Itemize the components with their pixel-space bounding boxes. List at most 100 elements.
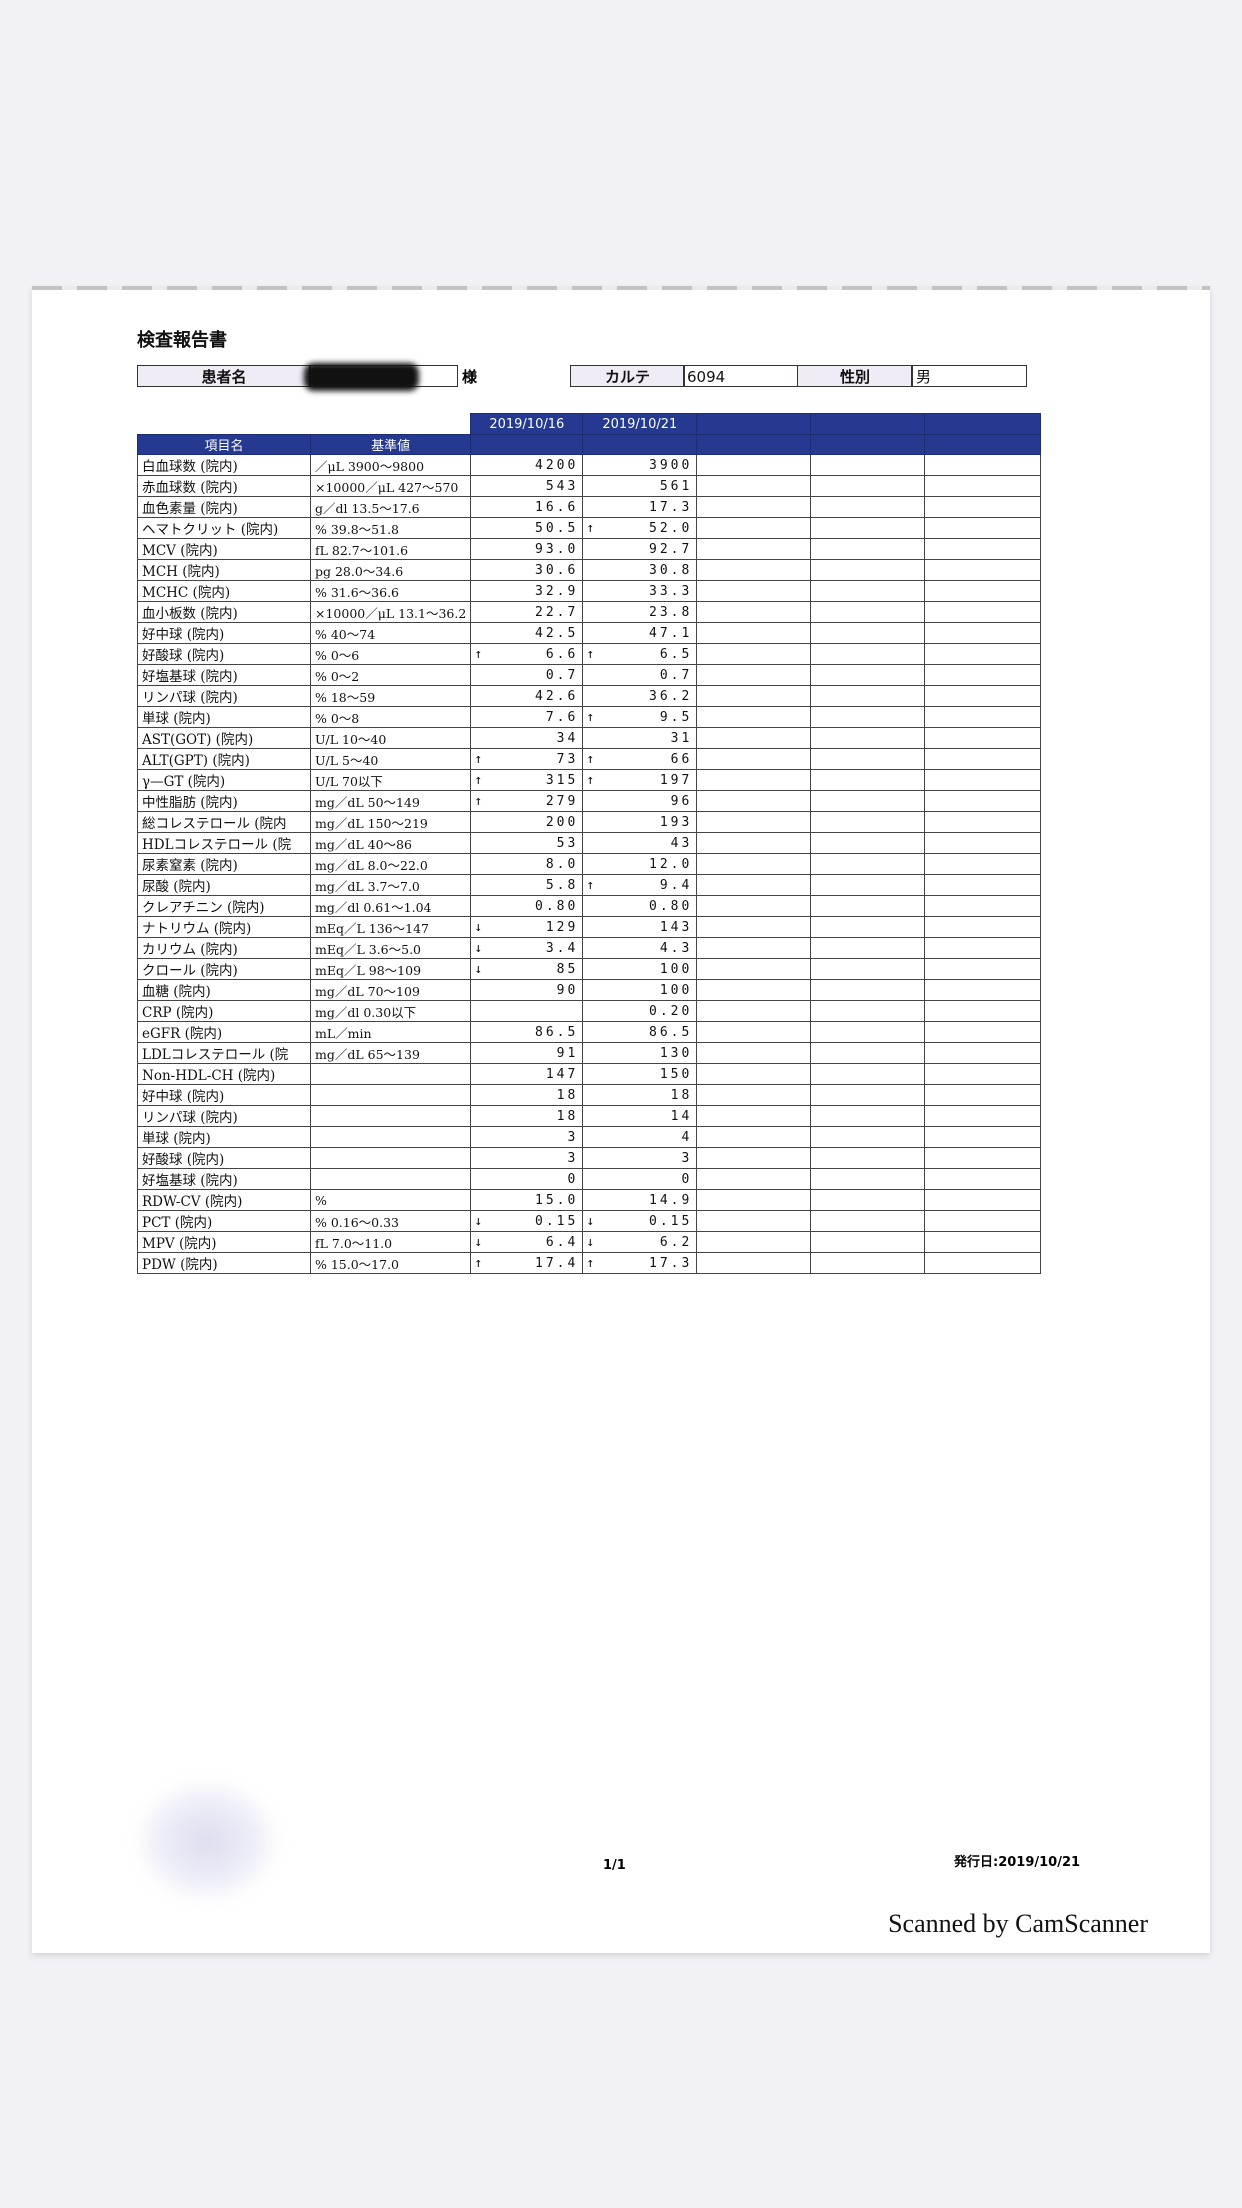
table-row: CRP (院内) mg／dl 0.30以下 0.20 (137, 1000, 1042, 1022)
value-text: 8.0 (545, 856, 579, 872)
item-name: Non-HDL-CH (院内) (137, 1063, 311, 1085)
abnormal-flag-icon: ↑ (474, 1255, 483, 1271)
value-text: 53 (556, 835, 579, 851)
table-row: 好酸球 (院内) 3 3 (137, 1147, 1042, 1169)
item-name: ALT(GPT) (院内) (137, 748, 311, 770)
abnormal-flag-icon: ↑ (586, 709, 595, 725)
result-value-1: ↑ 279 (470, 790, 584, 812)
abnormal-flag-icon: ↓ (474, 1213, 483, 1229)
item-name: 単球 (院内) (137, 1126, 311, 1148)
lab-results-table: 2019/10/16 2019/10/21 項目名 基準値 白血球数 (院内) ／… (137, 413, 1042, 1274)
result-value-2: 150 (582, 1063, 698, 1085)
table-row: 血色素量 (院内) g／dl 13.5～17.6 16.6 17.3 (137, 496, 1042, 518)
table-row: PDW (院内)% 15.0～17.0 ↑ 17.4 ↑ 17.3 (137, 1252, 1042, 1274)
value-text: 86.5 (649, 1024, 693, 1040)
result-value-1: ↓ 0.15 (470, 1210, 584, 1232)
value-text: 100 (659, 982, 693, 998)
page-number: 1/1 (603, 1858, 626, 1873)
result-value-2: 92.7 (582, 538, 698, 560)
table-row: eGFR (院内) mL／min 86.5 86.5 (137, 1021, 1042, 1043)
empty-cell (924, 601, 1042, 623)
empty-cell (696, 1105, 812, 1127)
value-text: 23.8 (649, 604, 693, 620)
honorific: 様 (462, 368, 478, 386)
scanned-page: 検査報告書 患者名 様 カルテ 6094 性別 男 2019/10/16 201… (32, 286, 1210, 1953)
empty-cell (810, 895, 926, 917)
date-header-1: 2019/10/16 (470, 413, 584, 435)
value-text: 90 (556, 982, 579, 998)
date-header-2: 2019/10/21 (582, 413, 698, 435)
result-value-2: 47.1 (582, 622, 698, 644)
empty-cell (810, 811, 926, 833)
result-value-1: ↓ 6.4 (470, 1231, 584, 1253)
value-text: 85 (556, 961, 579, 977)
empty-cell (696, 874, 812, 896)
value-text: 193 (659, 814, 693, 830)
result-value-2: 3 (582, 1147, 698, 1169)
empty-cell (696, 790, 812, 812)
empty-cell (924, 958, 1042, 980)
empty-cell (924, 496, 1042, 518)
empty-cell (696, 811, 812, 833)
abnormal-flag-icon: ↑ (474, 793, 483, 809)
empty-cell (810, 1021, 926, 1043)
abnormal-flag-icon: ↑ (586, 520, 595, 536)
result-value-2: ↓ 6.2 (582, 1231, 698, 1253)
item-name: リンパ球 (院内) (137, 1105, 311, 1127)
value-text: 15.0 (535, 1192, 579, 1208)
value-text: 143 (659, 919, 693, 935)
empty-cell (696, 706, 812, 728)
table-row: 単球 (院内) 3 4 (137, 1126, 1042, 1148)
reference-range: mg／dL 40～86 (309, 832, 472, 854)
value-text: 129 (545, 919, 579, 935)
empty-cell (696, 1147, 812, 1169)
abnormal-flag-icon: ↓ (586, 1234, 595, 1250)
value-text: 0.15 (535, 1213, 579, 1229)
value-text: 66 (670, 751, 693, 767)
result-value-2: ↓ 0.15 (582, 1210, 698, 1232)
empty-cell (810, 664, 926, 686)
empty-cell (924, 475, 1042, 497)
empty-cell (810, 706, 926, 728)
result-value-1: 0.80 (470, 895, 584, 917)
value-text: 30.8 (649, 562, 693, 578)
item-name: PDW (院内) (137, 1252, 311, 1274)
result-value-1: 90 (470, 979, 584, 1001)
value-text: 43 (670, 835, 693, 851)
value-text: 14 (670, 1108, 693, 1124)
empty-cell (924, 685, 1042, 707)
date-header-empty (696, 413, 812, 435)
empty-cell (696, 979, 812, 1001)
empty-cell (696, 1231, 812, 1253)
item-name: HDLコレステロール (院 (137, 832, 311, 854)
item-name: 好中球 (院内) (137, 622, 311, 644)
value-text: 3900 (649, 457, 693, 473)
value-text: 3.4 (545, 940, 579, 956)
empty-cell (810, 475, 926, 497)
value-text: 17.3 (649, 499, 693, 515)
result-value-1: 30.6 (470, 559, 584, 581)
reference-range: % 18～59 (309, 685, 472, 707)
result-value-2: 561 (582, 475, 698, 497)
value-text: 16.6 (535, 499, 579, 515)
empty-cell (810, 916, 926, 938)
item-name: MCH (院内) (137, 559, 311, 581)
empty-cell (696, 727, 812, 749)
empty-cell (924, 895, 1042, 917)
page-title: 検査報告書 (137, 330, 227, 351)
reference-range: mEq／L 136～147 (309, 916, 472, 938)
scan-smudge (142, 1786, 272, 1896)
issue-date: 発行日:2019/10/21 (954, 1855, 1081, 1870)
result-value-1: 42.6 (470, 685, 584, 707)
empty-cell (924, 454, 1042, 476)
empty-cell (810, 685, 926, 707)
reference-range: mg／dL 70～109 (309, 979, 472, 1001)
result-value-2: 14.9 (582, 1189, 698, 1211)
sex-label: 性別 (797, 365, 913, 387)
item-name: 好中球 (院内) (137, 1084, 311, 1106)
value-text: 32.9 (535, 583, 579, 599)
value-text: 31 (670, 730, 693, 746)
reference-range: ×10000／μL 427～570 (309, 475, 472, 497)
item-name: 中性脂肪 (院内) (137, 790, 311, 812)
result-value-1: 3 (470, 1147, 584, 1169)
